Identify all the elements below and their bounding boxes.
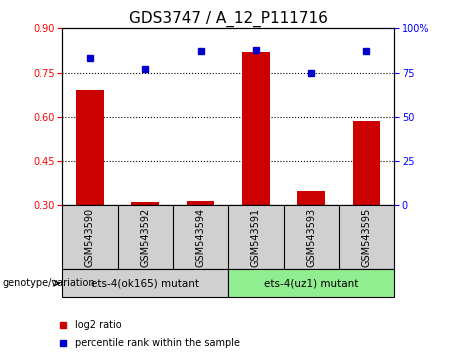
Bar [242, 52, 270, 205]
Text: GSM543594: GSM543594 [195, 207, 206, 267]
Bar [131, 202, 159, 205]
Text: GSM543590: GSM543590 [85, 207, 95, 267]
Text: GSM543591: GSM543591 [251, 207, 261, 267]
Text: GSM543595: GSM543595 [361, 207, 372, 267]
Bar [297, 190, 325, 205]
Bar [187, 201, 214, 205]
Text: ets-4(ok165) mutant: ets-4(ok165) mutant [91, 278, 199, 288]
Text: ets-4(uz1) mutant: ets-4(uz1) mutant [264, 278, 358, 288]
Bar [62, 269, 228, 297]
Text: genotype/variation: genotype/variation [2, 278, 95, 288]
Text: percentile rank within the sample: percentile rank within the sample [76, 338, 241, 348]
Bar [228, 269, 394, 297]
Text: GSM543592: GSM543592 [140, 207, 150, 267]
Text: log2 ratio: log2 ratio [76, 320, 122, 330]
Bar [76, 90, 104, 205]
Bar [353, 121, 380, 205]
Text: GSM543593: GSM543593 [306, 207, 316, 267]
Title: GDS3747 / A_12_P111716: GDS3747 / A_12_P111716 [129, 11, 328, 27]
